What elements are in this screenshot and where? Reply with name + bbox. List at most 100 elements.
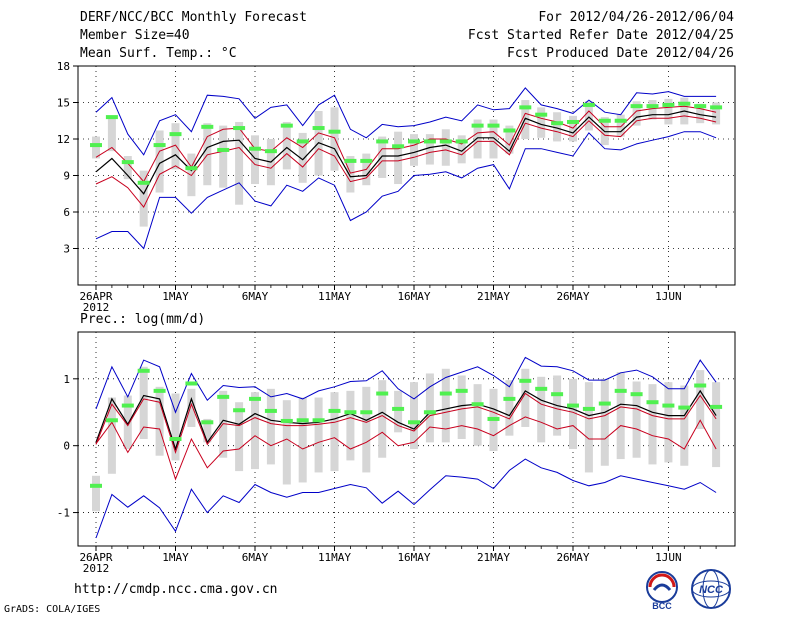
forecast-period: For 2012/04/26-2012/06/04 (538, 10, 734, 25)
x-tick-year: 2012 (83, 301, 110, 314)
observed-marker (280, 123, 293, 128)
started-date: Fcst Started Refer Date 2012/04/25 (467, 28, 734, 43)
observed-marker (408, 139, 420, 144)
x-tick-label: 11MAY (318, 290, 351, 303)
spread-box (203, 123, 212, 186)
bcc-logo-text: BCC (652, 601, 672, 611)
observed-marker (233, 126, 246, 131)
x-tick-label: 11MAY (318, 551, 351, 564)
source-url[interactable]: http://cmdp.ncc.cma.gov.cn (74, 582, 278, 597)
observed-marker (249, 396, 261, 401)
spread-box (346, 390, 355, 461)
spread-box (457, 375, 466, 439)
x-tick-label: 16MAY (397, 551, 430, 564)
spread-box (139, 170, 148, 227)
spread-box (251, 392, 259, 470)
y-tick-label: 6 (63, 206, 70, 219)
spread-box (219, 125, 228, 188)
spread-box (584, 101, 593, 131)
member-size: Member Size=40 (80, 28, 190, 43)
spread-box (235, 121, 244, 205)
spread-box (282, 400, 291, 485)
spread-box (441, 129, 450, 166)
x-tick-label: 1MAY (162, 551, 189, 564)
spread-box (696, 103, 705, 124)
x-tick-label: 26APR (79, 551, 112, 564)
y-tick-label: 12 (57, 133, 70, 146)
spread-box (569, 115, 577, 142)
spread-box (712, 102, 721, 125)
observed-marker (90, 143, 102, 148)
observed-marker (153, 143, 166, 148)
observed-marker (710, 105, 723, 110)
observed-marker (312, 126, 325, 131)
x-tick-label: 1MAY (162, 290, 189, 303)
observed-marker (296, 418, 309, 423)
spread-box (346, 156, 355, 193)
spread-box (314, 397, 323, 473)
spread-box (648, 384, 657, 465)
spread-box (203, 418, 212, 443)
observed-marker (90, 483, 102, 488)
series-mean-line (95, 110, 717, 195)
observed-marker (598, 118, 611, 123)
observed-marker (678, 101, 691, 106)
spread-box (251, 135, 259, 185)
spread-box (553, 112, 562, 142)
observed-marker (233, 408, 246, 413)
series-mean-line (95, 389, 717, 451)
observed-marker (328, 408, 341, 413)
observed-marker (376, 391, 389, 396)
observed-marker (360, 410, 373, 415)
x-tick-label: 21MAY (477, 551, 510, 564)
series-min-line (95, 87, 717, 156)
observed-marker (376, 139, 389, 144)
spread-box (378, 136, 387, 178)
y-tick-label: 3 (63, 243, 70, 256)
spread-box (123, 156, 132, 180)
observed-marker (105, 418, 118, 423)
observed-marker (535, 112, 548, 117)
observed-marker (630, 392, 643, 397)
spread-box (410, 382, 418, 450)
spread-box (139, 366, 148, 439)
observed-marker (582, 406, 595, 411)
observed-marker (201, 420, 214, 425)
plot-frame (77, 65, 736, 286)
spread-box (584, 382, 593, 473)
series-lower-red-line (95, 115, 717, 209)
spread-box (505, 380, 514, 436)
y-tick-label: 1 (63, 373, 70, 386)
observed-marker (598, 401, 611, 406)
x-tick-label: 6MAY (242, 551, 269, 564)
y-tick-label: -1 (57, 507, 70, 520)
series-upper-red-line (95, 416, 717, 481)
bcc-logo: BCC (646, 571, 678, 611)
spread-box (171, 123, 180, 170)
y-tick-label: 18 (57, 60, 70, 73)
observed-marker (344, 158, 357, 163)
spread-box (410, 134, 418, 166)
observed-marker (169, 132, 182, 137)
observed-marker (185, 381, 198, 386)
x-tick-label: 26MAY (556, 290, 589, 303)
spread-box (330, 392, 339, 472)
plot-frame (77, 331, 736, 547)
spread-box (362, 386, 371, 473)
spread-box (298, 132, 307, 183)
ncc-logo: NCC (691, 569, 731, 609)
observed-marker (169, 437, 182, 441)
observed-marker (662, 403, 675, 408)
observed-marker (455, 388, 468, 393)
spread-box (505, 125, 514, 154)
observed-marker (582, 102, 595, 107)
observed-marker (471, 123, 484, 128)
y-tick-label: 0 (63, 440, 70, 453)
spread-box (155, 386, 164, 456)
observed-marker (455, 139, 468, 144)
observed-marker (137, 180, 150, 185)
series-lower-red-line (95, 392, 717, 455)
observed-marker (392, 144, 405, 149)
spread-box (282, 121, 291, 170)
